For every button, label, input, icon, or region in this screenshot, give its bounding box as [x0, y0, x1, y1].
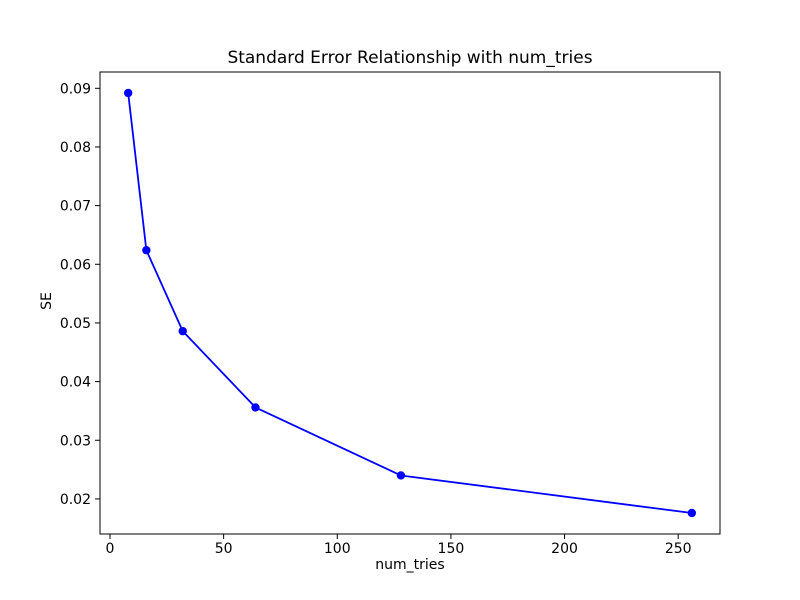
x-tick-label: 250	[665, 541, 692, 557]
y-tick-label: 0.02	[60, 492, 91, 508]
data-point-marker	[251, 403, 260, 412]
x-tick-label: 0	[106, 541, 115, 557]
y-tick-label: 0.06	[60, 257, 91, 273]
x-tick-label: 50	[215, 541, 233, 557]
y-axis-label: SE	[39, 292, 55, 310]
y-tick-label: 0.08	[60, 140, 91, 156]
y-tick-label: 0.03	[60, 433, 91, 449]
data-point-marker	[687, 508, 697, 518]
data-point-marker	[396, 471, 406, 480]
data-point-marker	[178, 326, 187, 336]
data-point-marker	[142, 246, 151, 255]
y-axis-ticks: 0.02 0.03 0.04 0.05 0.06 0.07 0.08 0.09	[60, 81, 100, 508]
x-axis-label: num_tries	[375, 557, 445, 573]
plot-border	[99, 71, 721, 535]
y-tick-label: 0.05	[60, 316, 91, 332]
x-axis-ticks: 0 50 100 150 200 250	[106, 534, 692, 557]
chart-title: Standard Error Relationship with num_tri…	[227, 48, 593, 68]
x-tick-label: 100	[324, 541, 351, 557]
x-tick-label: 150	[438, 541, 465, 557]
y-tick-label: 0.09	[60, 81, 91, 97]
x-tick-label: 200	[551, 541, 578, 557]
y-tick-label: 0.04	[60, 375, 91, 391]
series-polyline	[127, 92, 693, 514]
series-group	[123, 88, 697, 518]
data-point-marker	[123, 88, 133, 98]
y-tick-label: 0.07	[60, 199, 91, 215]
